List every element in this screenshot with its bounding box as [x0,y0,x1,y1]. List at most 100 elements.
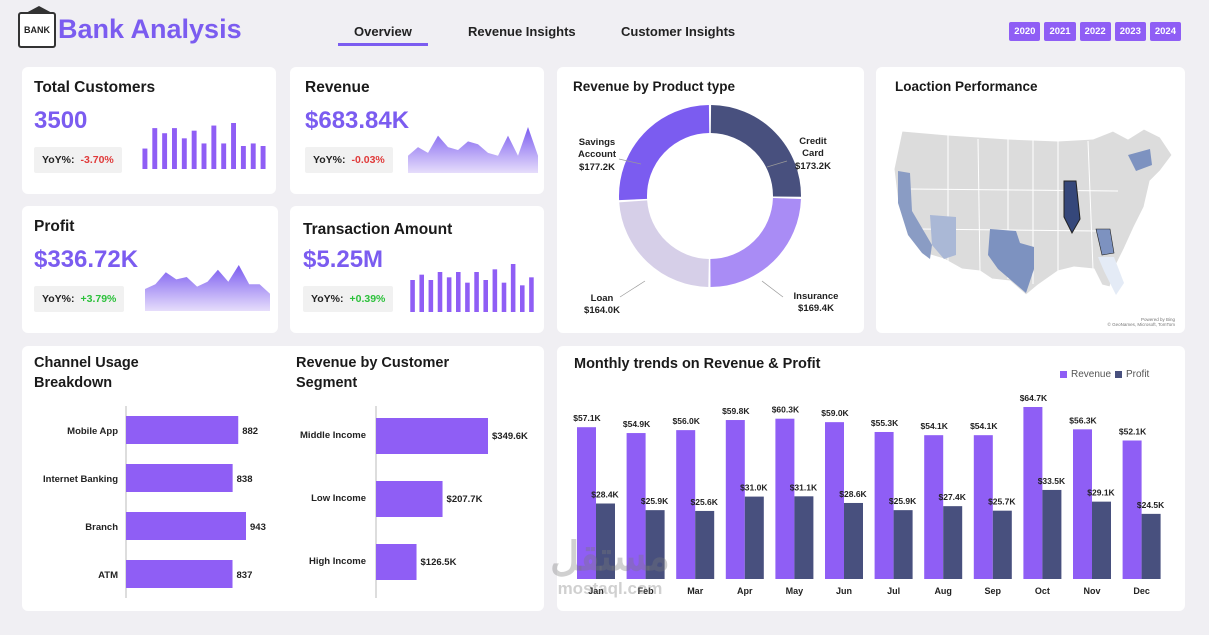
watermark-arabic: مستقل [550,535,670,579]
month-tick-label: Jan [588,586,604,596]
kpi-card-transaction: Transaction Amount $5.25M YoY%: +0.39% [290,206,544,333]
state-florida[interactable] [1098,257,1124,295]
monthly-bar-chart: $57.1K $28.4K Jan $54.9K $25.9K Feb $56.0K $25.… [573,393,1165,596]
category-label: Middle Income [300,430,366,441]
month-tick-label: Oct [1035,586,1050,596]
channel-bar [126,560,233,588]
state-new-york[interactable] [1128,149,1152,171]
bar-value: 838 [237,474,253,485]
state-illinois[interactable] [1063,180,1081,235]
breakdown-card: Channel Usage Breakdown Revenue by Custom… [22,346,544,611]
bar-value: 837 [237,570,253,581]
donut-card: Revenue by Product type Savings Account $1… [557,67,864,333]
revenue-data-label: $59.8K [722,406,750,416]
month-tick-label: Apr [737,586,753,596]
spark-bar [142,148,148,169]
spark-bar [428,280,434,312]
bar-value: $349.6K [492,431,528,442]
sparkline-bars [410,264,534,312]
channel-bar [126,464,233,492]
tab-revenue-insights[interactable]: Revenue Insights [468,24,576,39]
year-filter: 2020 2021 2022 2023 2024 [1009,22,1181,41]
title-line: Channel Usage [34,355,139,371]
profit-data-label: $28.4K [591,490,619,500]
state-texas[interactable] [988,229,1034,293]
tab-overview[interactable]: Overview [338,24,428,46]
month-tick-label: May [786,586,804,596]
tab-customer-insights[interactable]: Customer Insights [621,24,736,39]
category-label: Low Income [311,493,366,504]
state-arizona[interactable] [930,215,956,259]
kpi-title: Revenue [305,79,370,96]
revenue-data-label: $54.9K [623,419,651,429]
donut-label-loan: Loan $164.0K [577,293,627,318]
revenue-bar [924,435,944,579]
year-button-2022[interactable]: 2022 [1079,22,1111,41]
kpi-title: Profit [34,218,75,235]
map-card: Loaction Performance Powered by Bing © G… [876,67,1185,333]
kpi-value: 3500 [34,107,88,134]
header: BANK Bank Analysis Overview Revenue Insi… [0,0,1209,62]
state-georgia[interactable] [1095,228,1115,256]
revenue-data-label: $64.7K [1020,393,1048,403]
yoy-value: -3.70% [80,154,114,166]
spark-bar [520,285,525,312]
spark-bar [474,272,479,312]
year-button-2023[interactable]: 2023 [1114,22,1146,41]
revenue-bar [1023,407,1043,579]
sparkline-area [145,265,270,311]
spark-bar [437,272,443,312]
revenue-bar [626,433,646,579]
year-button-2021[interactable]: 2021 [1044,22,1076,41]
label-line: Loan [590,293,614,304]
month-tick-label: Jul [887,586,900,596]
yoy-badge: YoY%: +0.39% [303,286,394,312]
donut-slice [619,105,710,201]
app-title: Bank Analysis [58,14,242,44]
revenue-bar [725,420,745,579]
year-button-2020[interactable]: 2020 [1009,22,1041,41]
donut-chart [618,105,801,298]
title-line: Segment [296,374,358,391]
revenue-bar [1073,429,1092,579]
spark-bar [492,269,498,312]
title-line: Breakdown [34,374,113,391]
us-map[interactable] [888,119,1178,329]
year-button-2024[interactable]: 2024 [1149,22,1181,41]
segment-bar [376,481,443,517]
month-tick-label: Dec [1133,586,1150,596]
profit-data-label: $24.5K [1137,500,1165,510]
profit-bar [893,510,913,579]
label-line: Credit [799,136,827,147]
profit-data-label: $25.9K [889,496,917,506]
yoy-label: YoY%: [311,293,344,305]
spark-bar [191,130,197,169]
revenue-data-label: $56.0K [672,416,700,426]
month-tick-label: Mar [687,586,704,596]
spark-bar [211,125,217,169]
label-value: $164.0K [584,305,620,317]
profit-data-label: $25.9K [641,496,669,506]
revenue-data-label: $60.3K [772,405,800,415]
segment-bar [376,544,417,580]
label-line: Insurance [793,291,839,302]
profit-data-label: $33.5K [1038,476,1066,486]
revenue-data-label: $55.3K [871,418,899,428]
kpi-card-customers: Total Customers 3500 YoY%: -3.70% [22,67,276,194]
profit-bar [695,510,715,579]
kpi-value: $336.72K [34,246,139,273]
kpi-card-profit: Profit $336.72K YoY%: +3.79% [22,206,278,333]
sparkline-area [408,127,538,173]
profit-bar [794,496,814,579]
spark-bar [221,143,227,169]
spark-bar [240,146,246,169]
revenue-bar [874,431,894,579]
state-borders [907,135,1119,284]
segment-bar-chart: Middle Income $349.6K Low Income $207.7K Hig… [300,406,528,598]
spark-bar [446,277,452,312]
state-california[interactable] [898,171,932,259]
spark-bar [231,123,236,169]
profit-data-label: $31.1K [790,482,818,492]
profit-data-label: $31.0K [740,483,768,493]
yoy-label: YoY%: [313,154,346,166]
